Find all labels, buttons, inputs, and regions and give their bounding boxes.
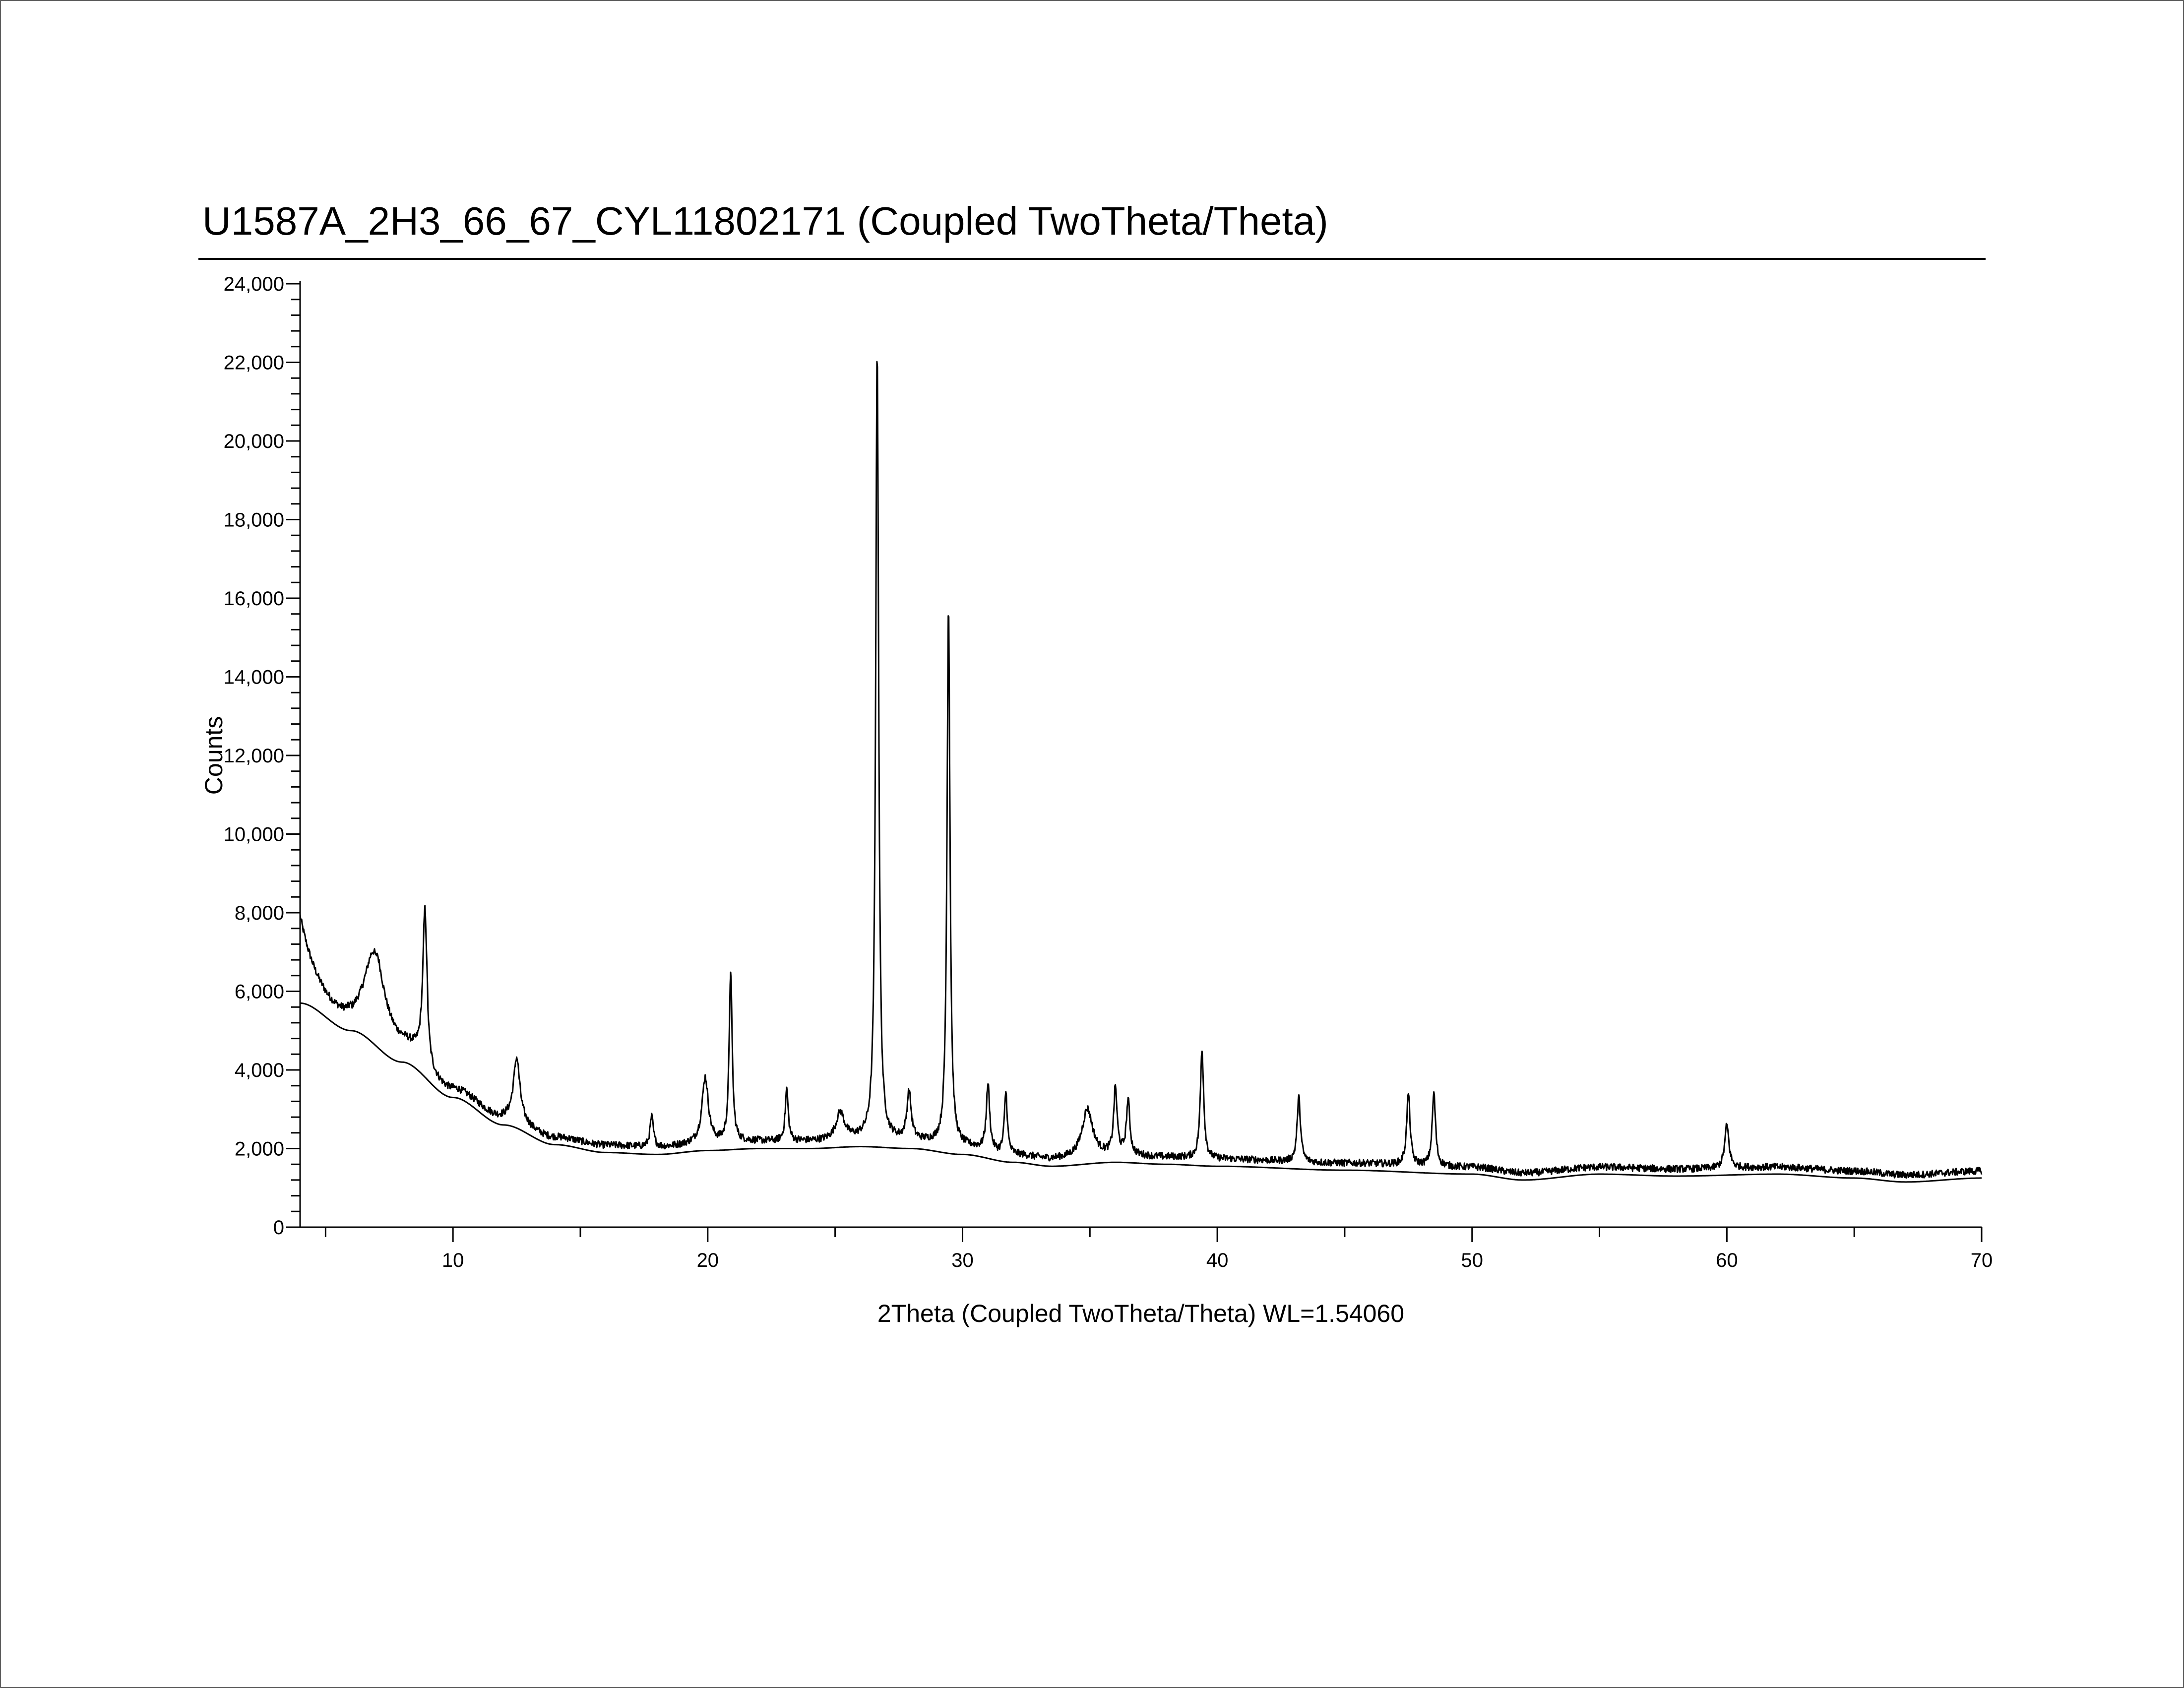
y-tick-label: 18,000 — [224, 509, 284, 531]
y-tick-label: 10,000 — [224, 824, 284, 846]
y-tick-label: 4,000 — [235, 1060, 284, 1081]
x-tick-label: 70 — [1971, 1250, 1993, 1271]
axes: 0 2,000 4,000 6,000 8,000 10,000 12,000 14,000 1… — [224, 273, 1993, 1271]
x-tick-label: 20 — [697, 1250, 719, 1271]
x-tick-label: 60 — [1716, 1250, 1738, 1271]
x-tick-label: 30 — [951, 1250, 974, 1271]
x-axis-title: 2Theta (Coupled TwoTheta/Theta) WL=1.540… — [877, 1300, 1404, 1327]
y-tick-label: 20,000 — [224, 431, 284, 452]
y-axis-title: Counts — [200, 716, 228, 795]
y-tick-label: 2,000 — [235, 1138, 284, 1160]
y-tick-label: 6,000 — [235, 981, 284, 1003]
chart-title: U1587A_2H3_66_67_CYL11802171 (Coupled Tw… — [202, 199, 1328, 243]
y-tick-label: 12,000 — [224, 745, 284, 767]
y-tick-label: 24,000 — [224, 273, 284, 295]
title-rule — [198, 258, 1986, 260]
x-tick-label: 50 — [1461, 1250, 1483, 1271]
y-tick-label: 0 — [273, 1217, 284, 1239]
y-tick-label: 8,000 — [235, 902, 284, 924]
y-tick-label: 16,000 — [224, 588, 284, 610]
x-tick-label: 10 — [442, 1250, 464, 1271]
y-tick-label: 22,000 — [224, 352, 284, 374]
x-tick-label: 40 — [1206, 1250, 1229, 1271]
measured-pattern-line — [299, 361, 1983, 1179]
chart-marks — [299, 361, 1983, 1183]
y-tick-label: 14,000 — [224, 667, 284, 688]
background-line — [300, 1002, 1982, 1183]
